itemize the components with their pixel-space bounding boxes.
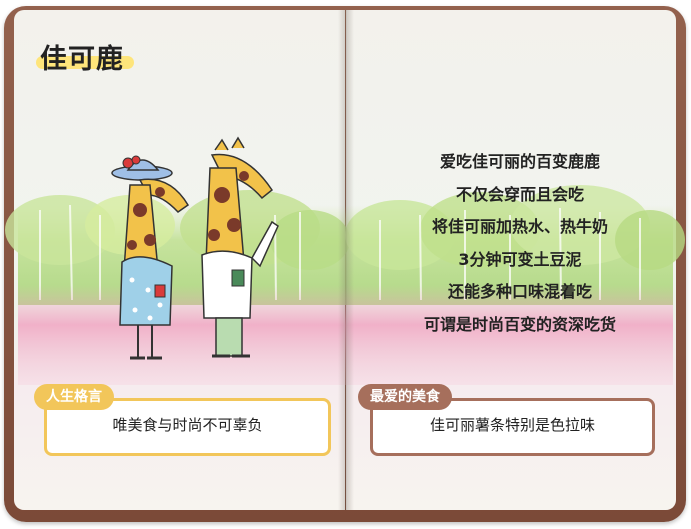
poem-line: 爱吃佳可丽的百变鹿鹿 [439,152,600,171]
motto-text: 唯美食与时尚不可辜负 [112,416,263,434]
poem-line: 3分钟可变土豆泥 [458,249,582,269]
description-poem: 爱吃佳可丽的百变鹿鹿 不仅会穿而且会吃 将佳可丽加热水、热牛奶 3分钟可变土豆泥… [355,146,685,341]
poem-line: 还能多种口味混着吃 [447,282,592,301]
page-title: 佳可鹿 [40,44,124,75]
motto-tag: 人生格言 [34,384,114,410]
book-spine [338,10,354,510]
giraffe-girl-illustration [111,155,190,360]
giraffe-boy-illustration [201,136,279,358]
motto-box: 唯美食与时尚不可辜负 [44,398,331,456]
poem-line: 将佳可丽加热水、热牛奶 [431,217,608,236]
favorite-food-text: 佳可丽薯条特别是色拉味 [429,416,595,434]
title-highlight [36,56,134,69]
favorite-food-tag: 最爱的美食 [358,384,452,410]
poem-line: 可谓是时尚百变的资深吃货 [423,314,616,334]
poem-line: 不仅会穿而且会吃 [455,184,584,204]
